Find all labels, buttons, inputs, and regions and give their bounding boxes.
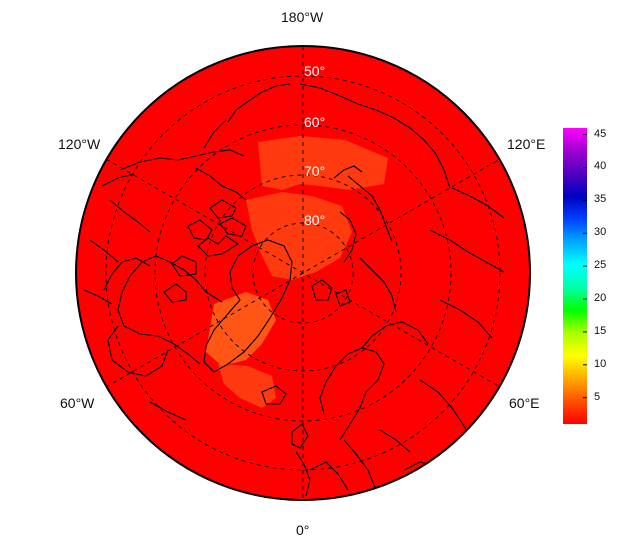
colorbar bbox=[563, 128, 587, 424]
iceland-coast bbox=[261, 385, 287, 405]
label-180w: 180°W bbox=[281, 9, 324, 25]
colorbar-tick-label: 40 bbox=[594, 160, 607, 173]
alaska-coast bbox=[119, 149, 245, 171]
label-60w: 60°W bbox=[60, 395, 95, 411]
beaufort-coast bbox=[195, 167, 247, 201]
border-line bbox=[149, 401, 187, 421]
border-line bbox=[109, 199, 151, 233]
border-line bbox=[203, 119, 227, 149]
novaya-zemlya-coast bbox=[339, 211, 357, 263]
colorbar-tick-label: 25 bbox=[594, 259, 607, 272]
lat-label-60: 60° bbox=[304, 114, 326, 130]
island-coast bbox=[219, 217, 247, 237]
colorbar-tick-label: 45 bbox=[594, 127, 607, 140]
scandinavia-coast bbox=[319, 347, 385, 441]
lat-label-70: 70° bbox=[304, 163, 326, 179]
border-line bbox=[429, 229, 505, 273]
border-line bbox=[379, 429, 411, 453]
alaska-coast bbox=[101, 173, 135, 187]
map-border bbox=[75, 45, 531, 501]
colorbar-tick-label: 30 bbox=[594, 226, 607, 239]
lat-label-50: 50° bbox=[304, 63, 326, 79]
siberia-coast bbox=[299, 83, 451, 189]
baltic-coast bbox=[343, 439, 377, 491]
colorbar-tick-label: 10 bbox=[594, 357, 607, 370]
island-coast bbox=[197, 235, 240, 257]
lat-circle-70 bbox=[204, 174, 402, 372]
hudson-bay-coast bbox=[107, 325, 169, 377]
island-coast bbox=[171, 255, 197, 277]
colorbar-tick-label: 15 bbox=[594, 324, 607, 337]
label-120e: 120°E bbox=[507, 136, 546, 152]
island-coast bbox=[209, 199, 237, 219]
canada-coast bbox=[117, 255, 223, 365]
kara-coast bbox=[359, 257, 397, 313]
island-coast bbox=[335, 289, 351, 307]
svalbard-coast bbox=[311, 279, 333, 301]
border-line bbox=[83, 289, 113, 305]
meridian-60w-120e bbox=[105, 158, 501, 388]
greenland-coast bbox=[203, 239, 293, 373]
lat-circle-60 bbox=[154, 124, 452, 422]
uk-coast bbox=[291, 423, 309, 449]
taymyr-coast bbox=[347, 175, 393, 243]
chukotka-coast bbox=[227, 83, 291, 123]
europe-coast bbox=[295, 451, 311, 497]
colorbar-tick-label: 5 bbox=[594, 390, 601, 403]
colorbar-tick-label: 35 bbox=[594, 193, 607, 206]
label-60e: 60°E bbox=[509, 395, 540, 411]
colorbar-tick-label: 20 bbox=[594, 292, 607, 305]
island-coast bbox=[163, 283, 187, 303]
label-0: 0° bbox=[296, 522, 310, 538]
colorbar-ticks bbox=[583, 134, 587, 399]
kola-coast bbox=[361, 321, 429, 349]
severnaya-coast bbox=[333, 165, 363, 179]
canada-coast bbox=[103, 257, 151, 291]
border-line bbox=[439, 299, 493, 339]
border-line bbox=[451, 187, 505, 219]
island-coast bbox=[187, 219, 213, 241]
lat-lon-grid bbox=[105, 46, 501, 500]
label-120w: 120°W bbox=[58, 136, 101, 152]
value-highlights bbox=[206, 136, 388, 408]
coastlines bbox=[83, 83, 505, 497]
lat-label-80: 80° bbox=[304, 212, 326, 228]
border-line bbox=[89, 239, 119, 263]
lat-circle-50 bbox=[105, 75, 501, 471]
